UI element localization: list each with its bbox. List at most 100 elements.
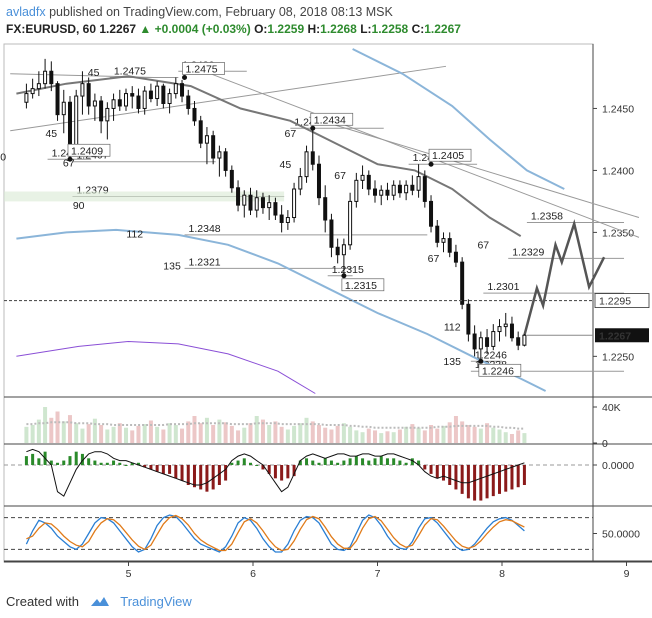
high-label: H: bbox=[307, 22, 321, 36]
macd-histogram-bar bbox=[130, 462, 134, 465]
angle-label: 90 bbox=[73, 200, 85, 212]
low-value: 1.2258 bbox=[371, 22, 409, 36]
macd-histogram-bar bbox=[410, 458, 414, 465]
candle-body bbox=[279, 214, 284, 223]
macd-histogram-bar bbox=[342, 460, 346, 465]
volume-bar bbox=[429, 425, 434, 443]
macd-histogram-bar bbox=[485, 465, 489, 499]
price-tick-label: 1.2450 bbox=[602, 103, 634, 115]
macd-histogram-bar bbox=[161, 465, 165, 474]
candle-body bbox=[248, 194, 253, 211]
volume-bar bbox=[161, 429, 166, 443]
volume-bar bbox=[80, 428, 85, 443]
price-badge-box bbox=[594, 293, 650, 308]
volume-bar bbox=[360, 432, 365, 443]
macd-histogram-bar bbox=[404, 462, 408, 465]
volume-bar bbox=[148, 420, 153, 443]
horizontal-levels: 1.24801.24751.24341.24071.24051.24091.23… bbox=[47, 59, 625, 372]
macd-histogram-bar bbox=[217, 465, 221, 485]
macd-histogram-bar bbox=[249, 462, 253, 465]
macd-histogram-bar bbox=[124, 465, 128, 466]
price-change: +0.0004 (+0.03%) bbox=[154, 22, 251, 36]
candle-body bbox=[267, 202, 272, 209]
published-text: published on TradingView.com, February 0… bbox=[49, 5, 393, 19]
candle-body bbox=[292, 188, 297, 219]
macd-histogram-bar bbox=[49, 460, 53, 465]
macd-histogram-bar bbox=[180, 465, 184, 481]
macd-histogram-bar bbox=[112, 460, 116, 465]
pivot-label: 1.2405 bbox=[432, 150, 464, 162]
candle-body bbox=[453, 251, 458, 263]
trend-line bbox=[308, 116, 640, 218]
macd-histogram-bar bbox=[348, 458, 352, 465]
ma_purple-line bbox=[16, 340, 316, 394]
macd-histogram-bar bbox=[510, 465, 514, 490]
pivot-label: 1.2315 bbox=[345, 280, 377, 292]
angle-label: 67 bbox=[477, 240, 489, 252]
pivot-label-box bbox=[478, 363, 522, 377]
macd-histogram-bar bbox=[87, 458, 91, 465]
volume-bar bbox=[460, 421, 465, 443]
horizontal-level-label: 1.2329 bbox=[512, 246, 544, 258]
last-price: 1.2267 bbox=[99, 22, 137, 36]
volume-bar bbox=[397, 429, 402, 443]
macd-histogram-bar bbox=[230, 462, 234, 465]
volume-bar bbox=[186, 421, 191, 443]
volume-bar bbox=[329, 429, 334, 443]
macd-histogram-bar bbox=[423, 465, 427, 470]
macd-histogram-bar bbox=[441, 465, 445, 481]
volume-bar bbox=[298, 423, 303, 443]
volume-bar bbox=[173, 425, 178, 443]
author-name[interactable]: avladfx bbox=[6, 5, 46, 19]
volume-bar bbox=[422, 430, 427, 443]
macd-histogram-bar bbox=[491, 465, 495, 497]
volume-bar bbox=[323, 427, 328, 443]
volume-bar bbox=[503, 432, 508, 443]
pivot-label-box bbox=[310, 112, 354, 126]
volume-bar bbox=[447, 422, 452, 443]
volume-tick-label: 0 bbox=[602, 438, 608, 450]
macd-histogram-bar bbox=[199, 465, 203, 490]
candle-body bbox=[416, 176, 421, 191]
macd-histogram-bar bbox=[373, 458, 377, 465]
projection-line bbox=[523, 219, 606, 336]
macd-histogram-bar bbox=[329, 460, 333, 465]
candle-body bbox=[74, 95, 79, 147]
volume-bar bbox=[111, 426, 116, 443]
volume-bar bbox=[267, 425, 272, 443]
pivot-label-box bbox=[67, 143, 111, 157]
volume-bar bbox=[273, 421, 278, 443]
candle-body bbox=[397, 184, 402, 194]
volume-bar bbox=[472, 426, 477, 443]
volume-bar bbox=[379, 433, 384, 443]
macd-histogram-bar bbox=[466, 465, 470, 499]
volume-bar bbox=[74, 423, 79, 443]
macd-histogram-bar bbox=[479, 465, 483, 501]
volume-bar bbox=[435, 428, 440, 443]
candle-body bbox=[204, 135, 209, 144]
tradingview-brand[interactable]: TradingView bbox=[120, 594, 192, 609]
volume-ma-line bbox=[26, 421, 525, 430]
volume-bar bbox=[466, 425, 471, 443]
angle-label: 67 bbox=[63, 158, 75, 170]
angle-label: 45 bbox=[88, 67, 100, 79]
chart-canvas[interactable]: 1.24501.24001.23501.22501.24801.24751.24… bbox=[0, 0, 652, 590]
macd-histogram-bar bbox=[168, 465, 172, 474]
candle-body bbox=[273, 202, 278, 216]
up-arrow-icon: ▲ bbox=[139, 22, 152, 36]
stochastic-line bbox=[25, 514, 525, 553]
candle-body bbox=[117, 99, 122, 107]
volume-bar bbox=[316, 425, 321, 443]
candle-body bbox=[354, 179, 359, 202]
volume-bar bbox=[236, 430, 241, 443]
candle-body bbox=[105, 107, 110, 122]
volume-bar bbox=[366, 428, 371, 443]
volume-bar bbox=[117, 423, 122, 443]
open-value: 1.2259 bbox=[267, 22, 305, 36]
candle-body bbox=[192, 107, 197, 122]
candle-body bbox=[385, 189, 390, 196]
macd-histogram-bar bbox=[236, 460, 240, 465]
time-tick-label: 5 bbox=[126, 568, 132, 580]
candle-body bbox=[497, 326, 502, 333]
candle-body bbox=[198, 120, 203, 144]
